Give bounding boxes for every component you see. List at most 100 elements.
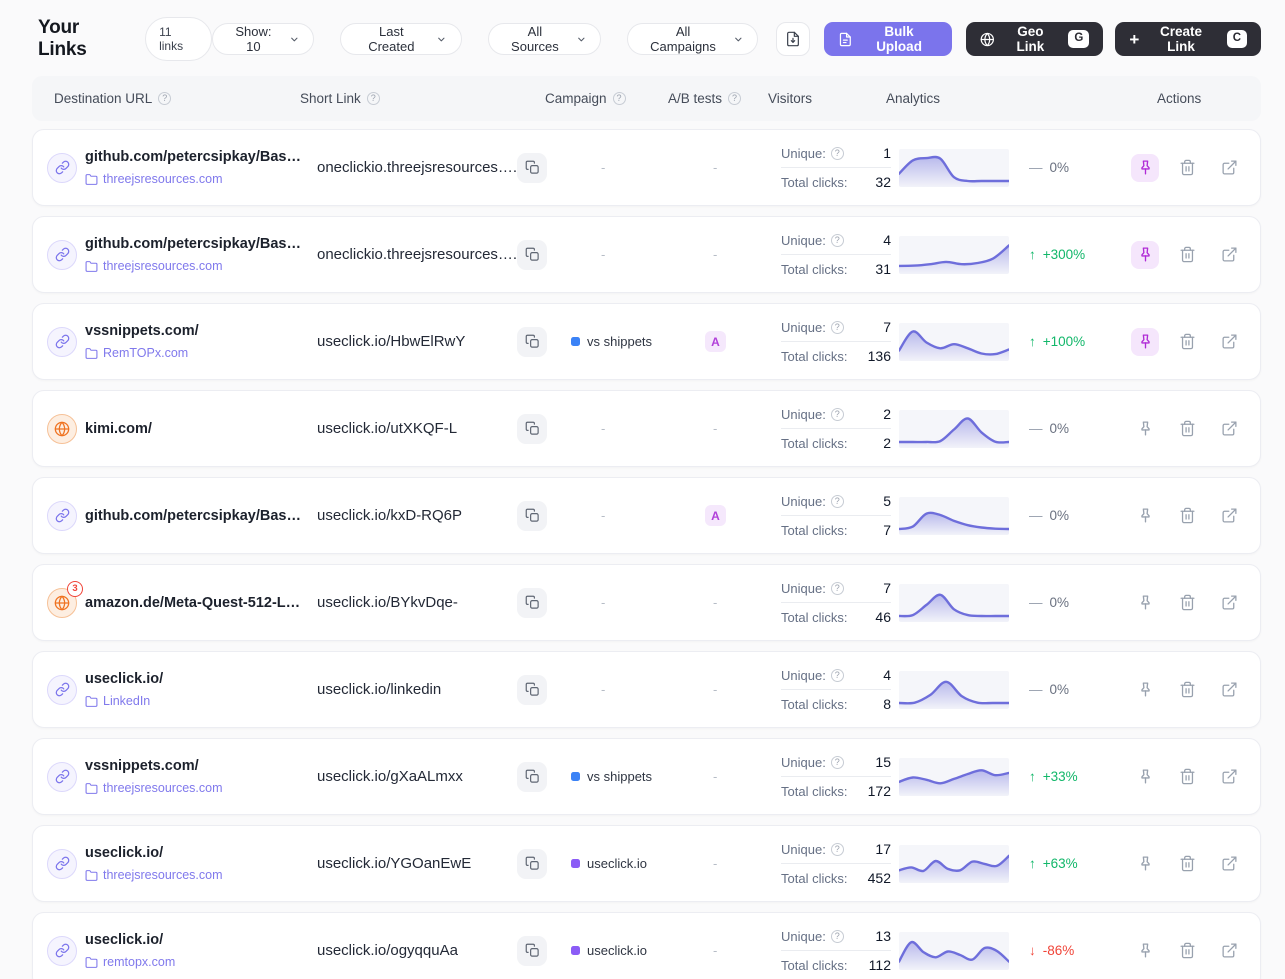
help-icon[interactable]: ? xyxy=(830,146,844,160)
help-icon[interactable]: ? xyxy=(830,929,844,943)
create-link-button[interactable]: + Create Link C xyxy=(1115,22,1261,56)
delete-button[interactable] xyxy=(1173,241,1201,269)
sources-filter[interactable]: All Sources xyxy=(488,23,602,55)
campaign-tag[interactable]: vs shippets xyxy=(571,334,691,349)
open-link-button[interactable] xyxy=(1215,589,1243,617)
help-icon[interactable]: ? xyxy=(830,407,844,421)
visitors-cell: Unique:? 17 Total clicks: 452 xyxy=(781,841,891,886)
help-icon[interactable]: ? xyxy=(830,581,844,595)
open-link-button[interactable] xyxy=(1215,328,1243,356)
campaign-tag[interactable]: useclick.io xyxy=(571,856,691,871)
destination-url[interactable]: github.com/petercsipkay/Bas… xyxy=(85,507,301,524)
delete-button[interactable] xyxy=(1173,763,1201,791)
short-link[interactable]: useclick.io/kxD-RQ6P xyxy=(317,506,463,524)
short-link[interactable]: oneclickio.threejsresources…. xyxy=(317,245,518,263)
trend-indicator: ↑ +100% xyxy=(1021,334,1131,349)
delete-button[interactable] xyxy=(1173,676,1201,704)
campaign-tag[interactable]: useclick.io xyxy=(571,943,691,958)
pin-button[interactable] xyxy=(1131,589,1159,617)
copy-short-link-button[interactable] xyxy=(517,935,547,966)
campaign-color-dot xyxy=(571,337,580,346)
folder-tag[interactable]: threejsresources.com xyxy=(85,172,317,186)
open-link-button[interactable] xyxy=(1215,763,1243,791)
copy-short-link-button[interactable] xyxy=(517,413,547,444)
sort-filter[interactable]: Last Created xyxy=(340,23,463,55)
open-link-button[interactable] xyxy=(1215,937,1243,965)
export-links-button[interactable] xyxy=(776,22,810,56)
delete-button[interactable] xyxy=(1173,415,1201,443)
copy-short-link-button[interactable] xyxy=(517,848,547,879)
short-link[interactable]: useclick.io/HbwElRwY xyxy=(317,332,466,350)
copy-short-link-button[interactable] xyxy=(517,500,547,531)
short-link[interactable]: useclick.io/gXaALmxx xyxy=(317,767,463,785)
destination-url[interactable]: useclick.io/ xyxy=(85,932,164,948)
folder-tag[interactable]: RemTOPx.com xyxy=(85,346,317,360)
folder-tag[interactable]: threejsresources.com xyxy=(85,781,317,795)
destination-url[interactable]: vssnippets.com/ xyxy=(85,758,199,774)
pin-button[interactable] xyxy=(1131,240,1159,269)
pin-button[interactable] xyxy=(1131,763,1159,791)
short-link[interactable]: useclick.io/utXKQF-L xyxy=(317,419,458,437)
help-icon[interactable]: ? xyxy=(830,320,844,334)
folder-tag[interactable]: remtopx.com xyxy=(85,955,317,969)
short-link[interactable]: useclick.io/ogyqquAa xyxy=(317,941,458,959)
delete-button[interactable] xyxy=(1173,937,1201,965)
geo-link-button[interactable]: Geo Link G xyxy=(965,22,1104,56)
pin-button[interactable] xyxy=(1131,415,1159,443)
help-icon[interactable]: ? xyxy=(366,92,380,105)
copy-short-link-button[interactable] xyxy=(517,761,547,792)
campaign-tag[interactable]: vs shippets xyxy=(571,769,691,784)
folder-tag[interactable]: LinkedIn xyxy=(85,694,317,708)
folder-tag[interactable]: threejsresources.com xyxy=(85,259,317,273)
show-filter[interactable]: Show: 10 xyxy=(212,23,315,55)
pin-button[interactable] xyxy=(1131,937,1159,965)
help-icon[interactable]: ? xyxy=(728,92,742,105)
short-link[interactable]: oneclickio.threejsresources…. xyxy=(317,158,518,176)
ab-test-badge[interactable]: A xyxy=(705,505,726,526)
destination-url[interactable]: amazon.de/Meta-Quest-512-L… xyxy=(85,594,301,611)
destination-url[interactable]: kimi.com/ xyxy=(85,420,152,437)
pin-button[interactable] xyxy=(1131,676,1159,704)
delete-button[interactable] xyxy=(1173,328,1201,356)
destination-url[interactable]: github.com/petercsipkay/Bas… xyxy=(85,236,301,252)
help-icon[interactable]: ? xyxy=(830,668,844,682)
delete-button[interactable] xyxy=(1173,154,1201,182)
ab-test-badge[interactable]: A xyxy=(705,331,726,352)
campaigns-filter[interactable]: All Campaigns xyxy=(627,23,759,55)
open-link-button[interactable] xyxy=(1215,415,1243,443)
pin-button[interactable] xyxy=(1131,850,1159,878)
open-link-button[interactable] xyxy=(1215,154,1243,182)
short-link[interactable]: useclick.io/linkedin xyxy=(317,680,442,698)
folder-icon xyxy=(85,956,98,968)
folder-tag[interactable]: threejsresources.com xyxy=(85,868,317,882)
delete-button[interactable] xyxy=(1173,850,1201,878)
help-icon[interactable]: ? xyxy=(830,842,844,856)
short-link[interactable]: useclick.io/YGOanEwE xyxy=(317,854,472,872)
delete-button[interactable] xyxy=(1173,589,1201,617)
open-link-button[interactable] xyxy=(1215,850,1243,878)
help-icon[interactable]: ? xyxy=(830,233,844,247)
bulk-upload-button[interactable]: Bulk Upload xyxy=(823,22,952,56)
copy-short-link-button[interactable] xyxy=(517,674,547,705)
destination-url[interactable]: github.com/petercsipkay/Bas… xyxy=(85,149,301,165)
pin-button[interactable] xyxy=(1131,327,1159,356)
destination-url[interactable]: useclick.io/ xyxy=(85,671,164,687)
open-link-button[interactable] xyxy=(1215,502,1243,530)
help-icon[interactable]: ? xyxy=(830,494,844,508)
open-link-button[interactable] xyxy=(1215,676,1243,704)
analytics-sparkline xyxy=(899,757,1021,796)
destination-url[interactable]: useclick.io/ xyxy=(85,845,164,861)
copy-short-link-button[interactable] xyxy=(517,239,547,270)
destination-url[interactable]: vssnippets.com/ xyxy=(85,323,199,339)
pin-button[interactable] xyxy=(1131,502,1159,530)
copy-short-link-button[interactable] xyxy=(517,152,547,183)
pin-button[interactable] xyxy=(1131,153,1159,182)
copy-short-link-button[interactable] xyxy=(517,326,547,357)
copy-short-link-button[interactable] xyxy=(517,587,547,618)
delete-button[interactable] xyxy=(1173,502,1201,530)
help-icon[interactable]: ? xyxy=(612,92,626,105)
open-link-button[interactable] xyxy=(1215,241,1243,269)
help-icon[interactable]: ? xyxy=(830,755,844,769)
short-link[interactable]: useclick.io/BYkvDqe- xyxy=(317,593,458,611)
help-icon[interactable]: ? xyxy=(158,92,172,105)
